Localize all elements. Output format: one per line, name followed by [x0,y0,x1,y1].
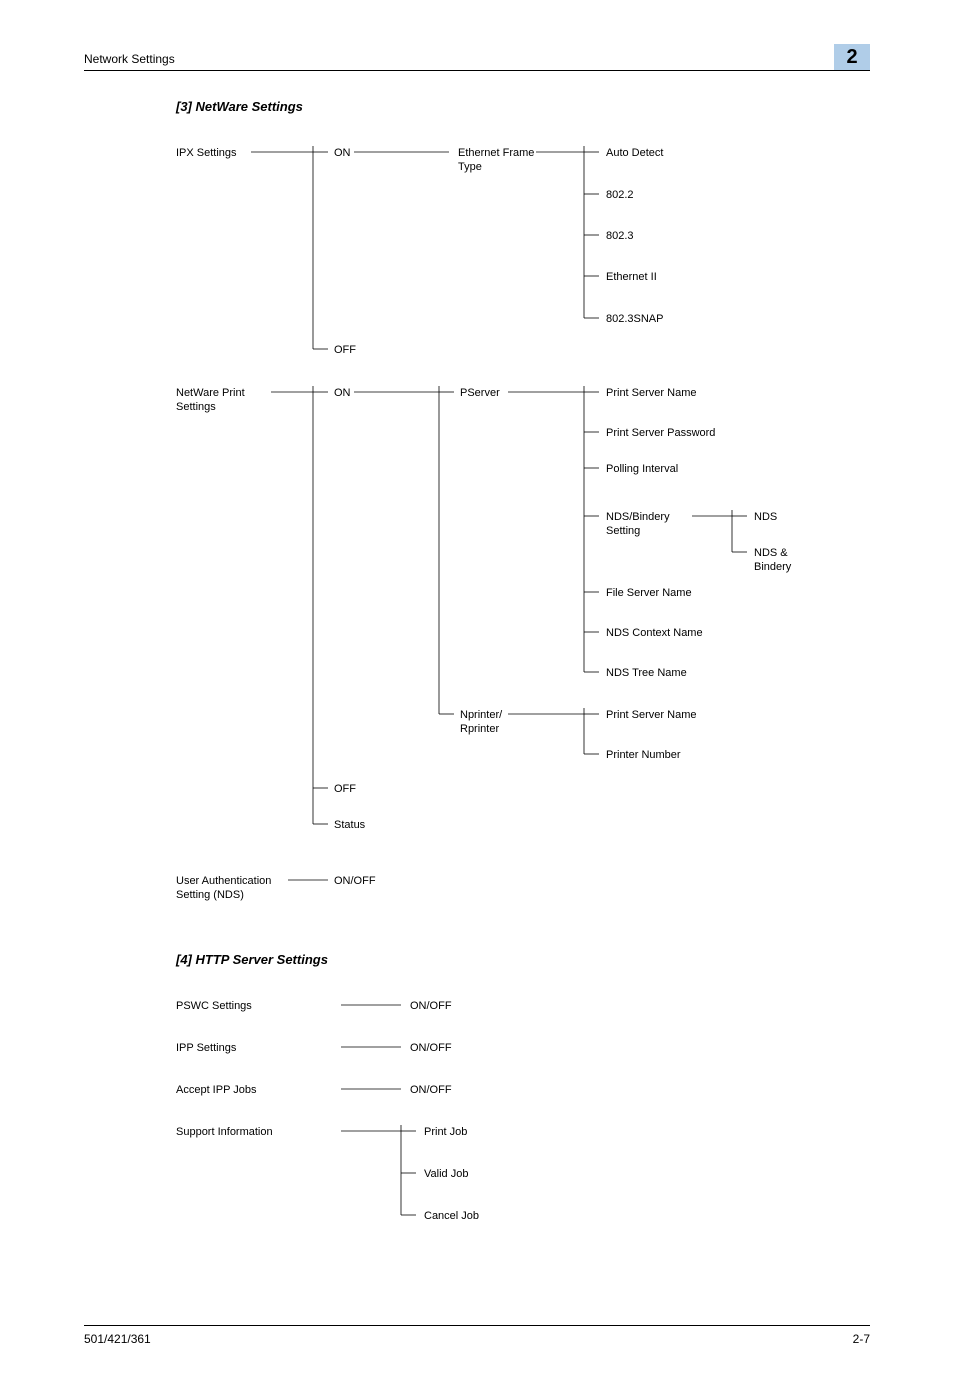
auth-label: User Authentication Setting (NDS) [176,874,291,903]
http-row1-val: ON/OFF [410,1041,452,1055]
ndsb-ndsb: NDS & Bindery [754,546,814,575]
eft-opt-0: Auto Detect [606,146,663,160]
np-item-0: Print Server Name [606,708,706,722]
nps-off: OFF [334,782,356,796]
ipx-on: ON [334,146,351,160]
ipx-off: OFF [334,343,356,357]
support-2: Cancel Job [424,1209,479,1223]
ps-item-6: NDS Tree Name [606,666,716,680]
support-label: Support Information [176,1125,273,1139]
eft-label: Ethernet Frame Type [458,146,548,175]
pserver-label: PServer [460,386,500,400]
http-row0-label: PSWC Settings [176,999,252,1013]
eft-opt-2: 802.3 [606,229,634,243]
ndsb-nds: NDS [754,510,777,524]
nprinter-label: Nprinter/ Rprinter [460,708,530,737]
eft-opt-1: 802.2 [606,188,634,202]
ps-item-3: NDS/Bindery Setting [606,510,696,539]
section3-title: [3] NetWare Settings [176,99,870,114]
netware-diagram: IPX Settings ON OFF Ethernet Frame Type … [176,142,876,932]
support-0: Print Job [424,1125,467,1139]
http-row2-val: ON/OFF [410,1083,452,1097]
eft-opt-3: Ethernet II [606,270,657,284]
ps-item-2: Polling Interval [606,462,706,476]
ipx-settings-label: IPX Settings [176,146,276,160]
auth-val: ON/OFF [334,874,376,888]
http-row0-val: ON/OFF [410,999,452,1013]
http-row2-label: Accept IPP Jobs [176,1083,257,1097]
footer-left: 501/421/361 [84,1332,151,1346]
ps-item-5: NDS Context Name [606,626,706,640]
section4-title: [4] HTTP Server Settings [176,952,870,967]
ps-item-1: Print Server Password [606,426,736,440]
support-1: Valid Job [424,1167,468,1181]
header-section: Network Settings [84,52,175,70]
page-header: Network Settings 2 [84,44,870,71]
nps-status: Status [334,818,365,832]
page-footer: 501/421/361 2-7 [84,1325,870,1346]
nps-label: NetWare Print Settings [176,386,286,415]
nps-on: ON [334,386,351,400]
ps-item-0: Print Server Name [606,386,706,400]
np-item-1: Printer Number [606,748,706,762]
eft-opt-4: 802.3SNAP [606,312,663,326]
http-row1-label: IPP Settings [176,1041,236,1055]
chapter-number: 2 [834,44,870,70]
http-diagram: PSWC Settings ON/OFF IPP Settings ON/OFF… [176,995,876,1295]
ps-item-4: File Server Name [606,586,716,600]
footer-right: 2-7 [853,1332,870,1346]
